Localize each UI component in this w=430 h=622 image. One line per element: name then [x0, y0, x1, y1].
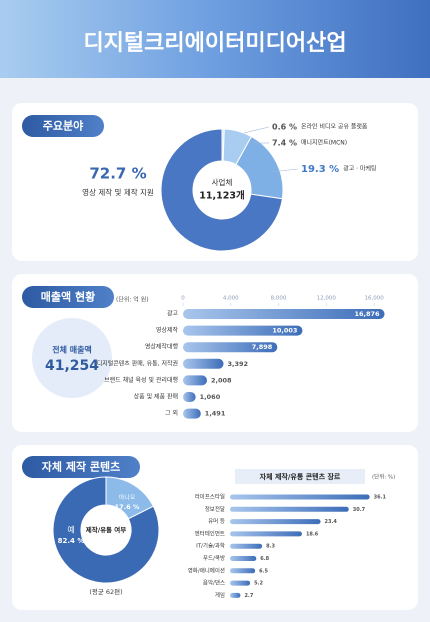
total-value: 41,254 — [45, 358, 99, 374]
bar — [230, 506, 349, 512]
section-pill — [22, 115, 104, 137]
category-label: 브랜드 채널 육성 및 관리대행 — [104, 376, 178, 384]
category-label: 엔터테인먼트 — [195, 529, 225, 537]
center-disc — [82, 506, 130, 554]
bar — [230, 556, 257, 561]
bar — [183, 342, 278, 353]
value-label: 7,898 — [252, 343, 273, 351]
category-label: 영상제작 — [156, 326, 179, 334]
category-label: 유머 등 — [208, 517, 225, 525]
value-label: 10,003 — [272, 327, 297, 335]
category-label: 광고 — [167, 311, 179, 318]
value-label: 16,876 — [354, 310, 380, 318]
category-label: 음악/댄스 — [203, 579, 225, 587]
center-label: 사업체 — [212, 177, 233, 187]
leader-line — [271, 168, 299, 173]
center-value: 11,123개 — [199, 190, 244, 202]
header-band — [0, 0, 430, 78]
value-label: 3,392 — [228, 360, 249, 368]
note: (평균 62편) — [89, 587, 122, 596]
category-label: 영상제작대행 — [145, 343, 178, 351]
category-label: 온라인 비디오 공유 플랫폼 — [301, 123, 368, 131]
bar — [183, 358, 224, 369]
x-tick-label: 0 — [181, 296, 185, 302]
value-label: 8.3 — [266, 544, 275, 550]
value-label: 72.7 % — [89, 165, 146, 183]
value-label: 2,008 — [211, 376, 232, 384]
value-label: 82.4 % — [58, 537, 85, 545]
category-label: 그 외 — [165, 410, 178, 417]
bar — [183, 309, 385, 319]
category-label: IT/기술/과학 — [196, 542, 225, 550]
section-pill — [22, 456, 140, 478]
total-label: 전체 매출액 — [52, 345, 92, 355]
center-label: 제작/유통 여부 — [86, 525, 127, 534]
bar — [183, 325, 303, 336]
total-disc — [32, 318, 112, 398]
value-label: 30.7 — [353, 507, 366, 513]
x-tick-label: 12,000 — [317, 296, 337, 302]
category-label: 예 — [67, 525, 74, 535]
x-tick-label: 8,000 — [271, 296, 287, 302]
bar — [230, 568, 256, 574]
category-label: 정보전달 — [205, 505, 225, 513]
leader-line — [243, 126, 270, 134]
category-label: 라이프스타일 — [195, 493, 225, 501]
section-pill — [22, 286, 114, 308]
section-title: 자체 제작 콘텐츠 — [42, 460, 121, 474]
category-label: 광고 · 마케팅 — [343, 165, 376, 173]
category-label: 푸드/쿡방 — [203, 554, 225, 562]
bar — [183, 375, 207, 386]
category-label: 아니오 — [119, 494, 136, 502]
category-label: 매니지먼트(MCN) — [301, 139, 347, 147]
bar — [230, 519, 321, 525]
bar — [183, 408, 201, 419]
unit-label: (단위: %) — [372, 473, 395, 481]
value-label: 19.3 % — [301, 164, 339, 175]
bar — [230, 580, 251, 586]
category-label: 게임 — [215, 591, 225, 599]
category-label: 디지털콘텐츠 판매, 유통, 저작권 — [97, 359, 178, 367]
unit-label: (단위: 억 원) — [116, 296, 149, 304]
value-label: 23.4 — [325, 519, 338, 525]
value-label: 6.8 — [260, 556, 269, 562]
bar — [230, 592, 241, 598]
x-tick-label: 16,000 — [364, 296, 384, 302]
pie-slice — [52, 476, 160, 584]
bar — [230, 494, 370, 500]
value-label: 0.6 % — [272, 123, 297, 132]
value-label: 7.4 % — [272, 139, 297, 148]
section-title: 매출액 현황 — [41, 290, 95, 304]
value-label: 5.2 — [254, 581, 263, 587]
page-title: 디지털크리에이터미디어산업 — [83, 31, 346, 56]
category-label: 영상 제작 및 제작 지원 — [82, 187, 154, 197]
value-label: 2.7 — [244, 593, 253, 599]
value-label: 6.5 — [259, 568, 268, 574]
bar — [230, 531, 302, 537]
value-label: 1,060 — [200, 393, 221, 401]
center-disc — [194, 162, 250, 218]
value-label: 36.1 — [374, 495, 387, 501]
value-label: 1,491 — [205, 410, 226, 418]
x-tick-label: 4,000 — [223, 296, 239, 302]
pie-slice — [160, 128, 283, 252]
section-title: 주요분야 — [43, 119, 83, 133]
category-label: 상품 및 제품 판매 — [134, 393, 178, 401]
bar — [183, 392, 196, 402]
bar — [230, 543, 263, 549]
value-label: 17.6 % — [115, 503, 140, 511]
category-label: 영화/애니메이션 — [188, 566, 225, 574]
chart-title-box — [235, 469, 365, 484]
chart-title: 자체 제작/유통 콘텐츠 장르 — [260, 472, 341, 481]
value-label: 18.6 — [306, 531, 319, 537]
